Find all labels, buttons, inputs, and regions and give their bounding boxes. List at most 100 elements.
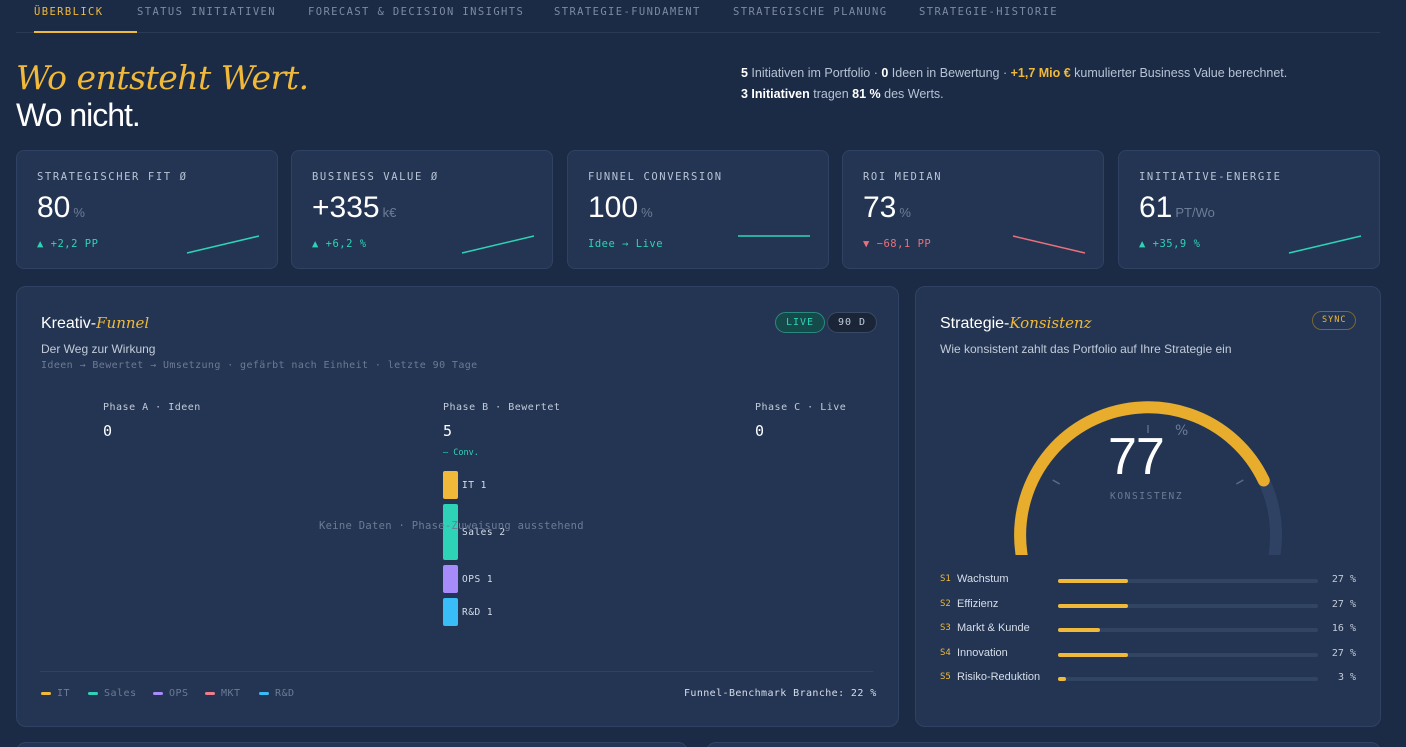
legend-swatch [41, 691, 51, 695]
strategy-row-s3[interactable]: S3 Markt & Kunde 16 % [940, 622, 1360, 639]
kpi-label: STRATEGISCHER FIT Ø [37, 171, 188, 183]
legend-label: IT [57, 688, 71, 699]
portfolio-summary: 5 Initiativen im Portfolio · 0 Ideen in … [741, 63, 1287, 105]
tab-strategische-planung[interactable]: Strategische Planung [733, 6, 888, 18]
summary-text: tragen [809, 87, 853, 101]
sync-badge[interactable]: SYNC [1312, 311, 1357, 330]
kpi-card-strategic-fit[interactable]: STRATEGISCHER FIT Ø 80% ▲ +2,2 PP [16, 150, 278, 269]
conversion-label: — Conv. [443, 448, 479, 458]
strategy-bar-track [1058, 604, 1318, 608]
strategy-pct: 27 % [1331, 599, 1356, 610]
legend-ops[interactable]: OPS [153, 688, 189, 699]
hero-subheadline: Wo nicht. [16, 97, 141, 133]
consistency-title: Strategie-Konsistenz [940, 314, 1092, 333]
segment-sales[interactable] [443, 504, 458, 560]
gauge-tick [1235, 479, 1244, 485]
value-share: 81 % [852, 87, 881, 101]
empty-state-message: Keine Daten · Phase-Zuweisung ausstehend [319, 520, 584, 532]
strategy-bar-track [1058, 579, 1318, 583]
segment-ops[interactable] [443, 565, 458, 593]
segment-it[interactable] [443, 471, 458, 499]
phase-b-label: Phase B · Bewertet [443, 402, 561, 413]
legend-swatch [88, 691, 98, 695]
strategy-code: S4 [940, 648, 951, 658]
phase-a-label: Phase A · Ideen [103, 402, 201, 413]
strategy-name: Wachstum [957, 573, 1009, 585]
gauge-ticks [1052, 425, 1244, 485]
kpi-number: 61 [1139, 191, 1173, 224]
strategy-pct: 16 % [1331, 623, 1356, 634]
title-accent: Konsistenz [1009, 314, 1092, 332]
kpi-label: FUNNEL CONVERSION [588, 171, 723, 183]
tab-strategie-historie[interactable]: Strategie-Historie [919, 6, 1058, 18]
segment-rnd[interactable] [443, 598, 458, 626]
kpi-value: 100% [588, 191, 653, 225]
strategy-code: S2 [940, 599, 951, 609]
trend-sparkline [1288, 235, 1362, 254]
segment-it-label: IT 1 [462, 480, 487, 491]
strategy-pct: 3 % [1337, 672, 1356, 683]
funnel-caption: Ideen → Bewertet → Umsetzung · gefärbt n… [41, 360, 478, 371]
legend-rnd[interactable]: R&D [259, 688, 295, 699]
live-badge[interactable]: LIVE [775, 312, 826, 333]
strategy-code: S3 [940, 623, 951, 633]
segment-sales-label: Sales 2 [462, 527, 506, 538]
strategy-row-s5[interactable]: S5 Risiko-Reduktion 3 % [940, 671, 1360, 688]
range-badge[interactable]: 90 D [827, 312, 878, 333]
trend-sparkline [738, 235, 810, 237]
phase-b-count: 5 [443, 422, 453, 440]
divider [40, 671, 873, 672]
legend-swatch [259, 691, 269, 695]
legend-swatch [205, 691, 215, 695]
phase-c-count: 0 [755, 422, 765, 440]
trend-sparkline [1012, 235, 1086, 254]
tab-strategie-fundament[interactable]: Strategie-Fundament [554, 6, 701, 18]
funnel-benchmark: Funnel-Benchmark Branche: 22 % [684, 688, 877, 699]
kpi-unit: % [641, 205, 653, 220]
strategy-row-s4[interactable]: S4 Innovation 27 % [940, 647, 1360, 664]
top-initiatives: 3 Initiativen [741, 87, 810, 101]
legend-sales[interactable]: Sales [88, 688, 137, 699]
legend-it[interactable]: IT [41, 688, 70, 699]
strategy-row-s2[interactable]: S2 Effizienz 27 % [940, 598, 1360, 615]
kpi-card-initiative-energy[interactable]: INITIATIVE-ENERGIE 61 PT/Wo ▲ +35,9 % [1118, 150, 1380, 269]
kpi-unit: % [899, 205, 911, 220]
strategy-name: Effizienz [957, 598, 999, 610]
legend-mkt[interactable]: MKT [205, 688, 241, 699]
strategy-row-s1[interactable]: S1 Wachstum 27 % [940, 573, 1360, 590]
kpi-unit: k€ [382, 205, 397, 220]
consistency-gauge [1014, 401, 1282, 555]
gauge-tick [1052, 479, 1061, 485]
kpi-delta: ▲ +6,2 % [312, 238, 367, 250]
title-accent: Funnel [96, 314, 150, 332]
tab-ueberblick[interactable]: Überblick [34, 0, 137, 33]
tab-forecast[interactable]: Forecast & Decision Insights [308, 6, 525, 18]
kpi-value: 73% [863, 191, 911, 225]
funnel-subtitle: Der Weg zur Wirkung [41, 342, 156, 356]
summary-text: kumulierter Business Value berechnet. [1070, 66, 1288, 80]
kpi-card-business-value[interactable]: BUSINESS VALUE Ø +335 k€ ▲ +6,2 % [291, 150, 553, 269]
strategy-bar-track [1058, 628, 1318, 632]
strategy-name: Markt & Kunde [957, 622, 1030, 634]
kpi-label: INITIATIVE-ENERGIE [1139, 171, 1282, 183]
kpi-card-roi-median[interactable]: ROI MEDIAN 73% ▼ −68,1 PP [842, 150, 1104, 269]
kpi-card-funnel-conversion[interactable]: FUNNEL CONVERSION 100% Idee → Live [567, 150, 829, 269]
title-text: Strategie- [940, 315, 1010, 332]
funnel-panel [16, 286, 899, 727]
next-panel-left [16, 742, 688, 747]
legend-label: OPS [169, 688, 189, 699]
legend-swatch [153, 691, 163, 695]
next-panel-right [706, 742, 1381, 747]
legend-label: R&D [275, 688, 295, 699]
kpi-delta: ▼ −68,1 PP [863, 238, 932, 250]
strategy-bar-track [1058, 677, 1318, 681]
tab-status-initiativen[interactable]: Status Initiativen [137, 6, 276, 18]
gauge-fill [1014, 401, 1270, 555]
kpi-number: 73 [863, 191, 897, 224]
hero-headline: Wo entsteht Wert. [16, 58, 309, 97]
legend-label: Sales [104, 688, 137, 699]
segment-ops-label: OPS 1 [462, 574, 494, 585]
strategy-name: Innovation [957, 647, 1008, 659]
summary-text: Initiativen im Portfolio · [747, 66, 882, 80]
segment-rnd-label: R&D 1 [462, 607, 494, 618]
